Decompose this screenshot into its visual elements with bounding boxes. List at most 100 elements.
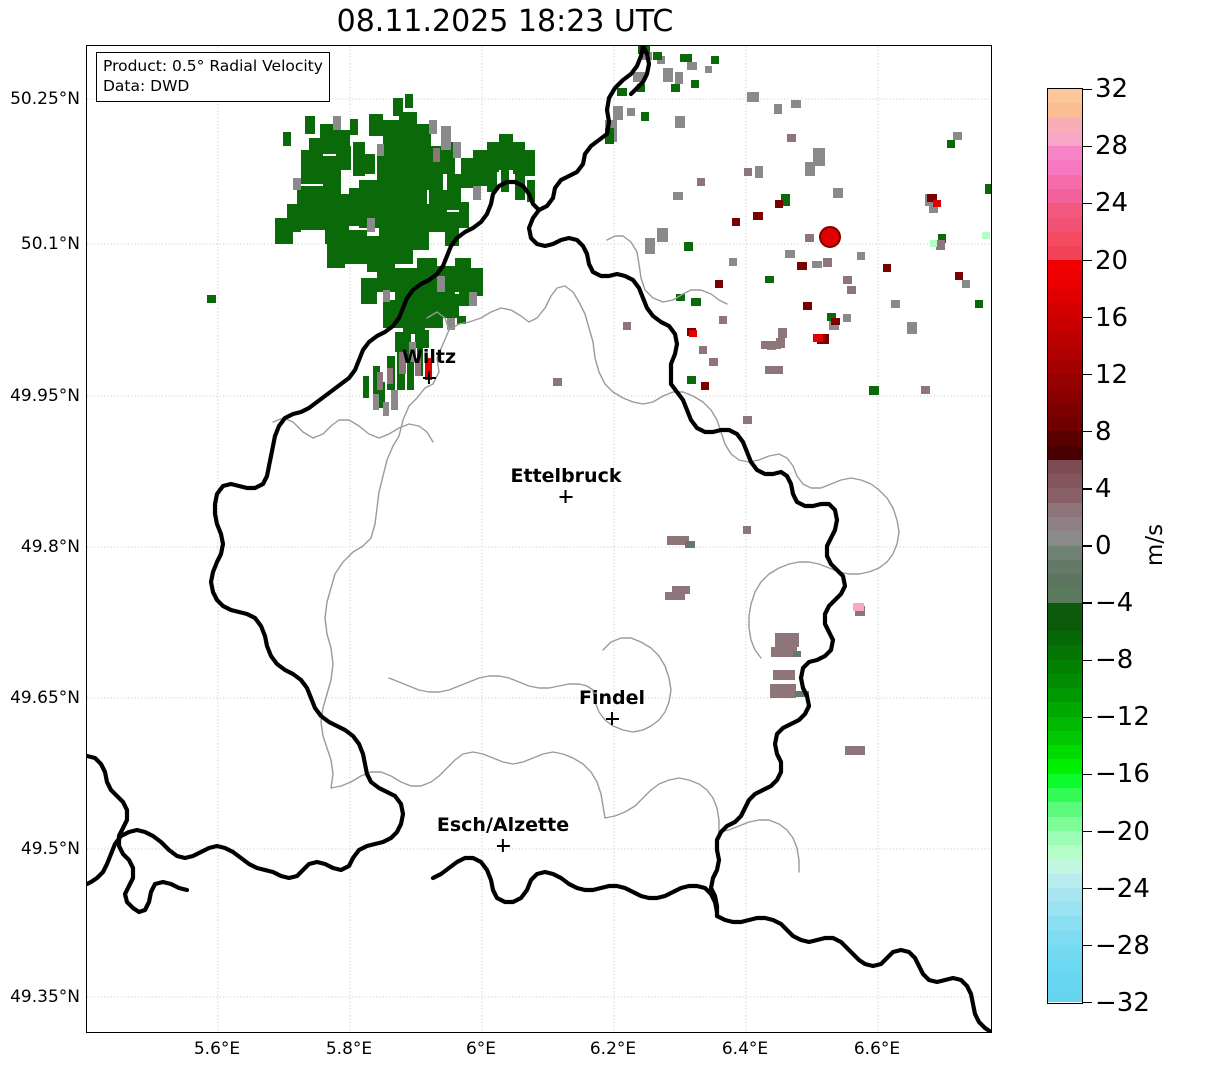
colorbar-tick-label: −32 [1095,987,1150,1018]
city-label-ettelbruck: Ettelbruck [511,467,621,503]
colorbar-band [1048,474,1082,489]
city-label-wiltz: Wiltz [402,348,456,384]
x-tick-label: 6.4°E [721,1039,769,1059]
colorbar-band [1048,531,1082,546]
radar-echo-layer-moselle [665,341,865,755]
colorbar-band [1048,702,1082,717]
colorbar-band [1048,574,1082,589]
colorbar-band [1048,89,1082,104]
colorbar-band [1048,802,1082,817]
colorbar-tick-label: 24 [1095,188,1129,219]
y-tick-label: 49.65°N [10,688,80,708]
colorbar-tick-mark [1083,602,1092,604]
colorbar-band [1048,331,1082,346]
colorbar-band [1048,317,1082,332]
colorbar-band [1048,374,1082,389]
colorbar-tick-mark [1083,316,1092,319]
x-tick-label: 6.2°E [589,1039,637,1059]
colorbar-band [1048,816,1082,831]
colorbar-band [1048,131,1082,147]
colorbar-tick-label: 32 [1095,74,1129,105]
colorbar-band [1048,659,1082,674]
colorbar-band [1048,873,1082,888]
colorbar-band [1048,117,1082,132]
city-label-findel: Findel [579,689,645,725]
colorbar-tick-label: 0 [1095,531,1112,561]
colorbar-band [1048,673,1082,689]
colorbar-band [1048,174,1082,189]
colorbar-tick-label: 16 [1095,302,1129,333]
radar-echo-layer-scatter-east [207,46,991,424]
colorbar-band [1048,959,1082,974]
colorbar-band [1048,830,1082,846]
colorbar-band [1048,203,1082,218]
colorbar-band [1048,645,1082,660]
colorbar-band [1048,845,1082,860]
y-tick-label: 49.5°N [20,839,80,859]
y-tick-label: 50.1°N [20,234,80,254]
city-name: Wiltz [401,346,457,368]
y-tick-label: 49.95°N [10,386,80,406]
colorbar-tick-mark [1083,716,1092,718]
radar-site-marker[interactable] [819,226,841,248]
radar-echo-layer-green-nw [275,94,535,416]
x-tick-label: 6°E [465,1039,497,1059]
colorbar-band [1048,360,1082,375]
colorbar-band [1048,459,1082,475]
colorbar-tick-label: −28 [1095,930,1150,961]
colorbar-band [1048,146,1082,161]
colorbar-tick-label: 20 [1095,245,1129,276]
colorbar-tick-label: 8 [1095,416,1112,447]
colorbar-band [1048,502,1082,517]
y-tick-label: 49.35°N [10,987,80,1007]
colorbar-band [1048,716,1082,731]
colorbar-tick-mark [1083,1002,1092,1004]
colorbar-band [1048,388,1082,403]
x-tick-label: 5.6°E [193,1039,241,1059]
colorbar-tick-label: −4 [1095,588,1134,619]
colorbar-band [1048,944,1082,960]
colorbar-band [1048,345,1082,361]
map-canvas [87,46,991,1032]
colorbar-band [1048,516,1082,532]
colorbar[interactable] [1047,88,1083,1004]
colorbar-band [1048,688,1082,703]
city-name: Esch/Alzette [436,814,570,836]
y-tick-label: 50.25°N [10,89,80,109]
colorbar-tick-mark [1083,830,1092,833]
colorbar-band [1048,631,1082,646]
colorbar-band [1048,217,1082,232]
colorbar-band [1048,160,1082,175]
colorbar-tick-mark [1083,202,1092,205]
colorbar-tick-mark [1083,945,1092,947]
city-marker-icon [496,839,510,852]
colorbar-tick-label: −8 [1095,645,1134,676]
colorbar-tick-label: −24 [1095,873,1150,904]
colorbar-band [1048,559,1082,575]
colorbar-band [1048,274,1082,289]
colorbar-band [1048,773,1082,789]
colorbar-band [1048,987,1082,1002]
colorbar-band [1048,616,1082,632]
colorbar-band [1048,759,1082,774]
colorbar-band [1048,302,1082,318]
colorbar-tick-label: 28 [1095,131,1129,162]
city-marker-icon [559,490,573,503]
colorbar-tick-mark [1083,145,1092,147]
map-plot-area[interactable]: Wiltz Ettelbruck Findel Esch/Alzette [86,45,992,1033]
colorbar-band [1048,788,1082,803]
canton-boundaries [272,235,900,873]
colorbar-band [1048,103,1082,118]
colorbar-band [1048,188,1082,204]
x-tick-label: 6.6°E [853,1039,901,1059]
figure-title: 08.11.2025 18:23 UTC [336,4,674,39]
colorbar-tick-mark [1083,259,1092,262]
colorbar-band [1048,288,1082,303]
city-label-esch-alzette: Esch/Alzette [437,816,569,852]
colorbar-band [1048,588,1082,603]
info-box: Product: 0.5° Radial Velocity Data: DWD [96,52,330,102]
colorbar-band [1048,730,1082,746]
colorbar-tick-mark [1083,374,1092,376]
x-tick-label: 5.8°E [325,1039,373,1059]
colorbar-tick-label: 4 [1095,473,1112,504]
